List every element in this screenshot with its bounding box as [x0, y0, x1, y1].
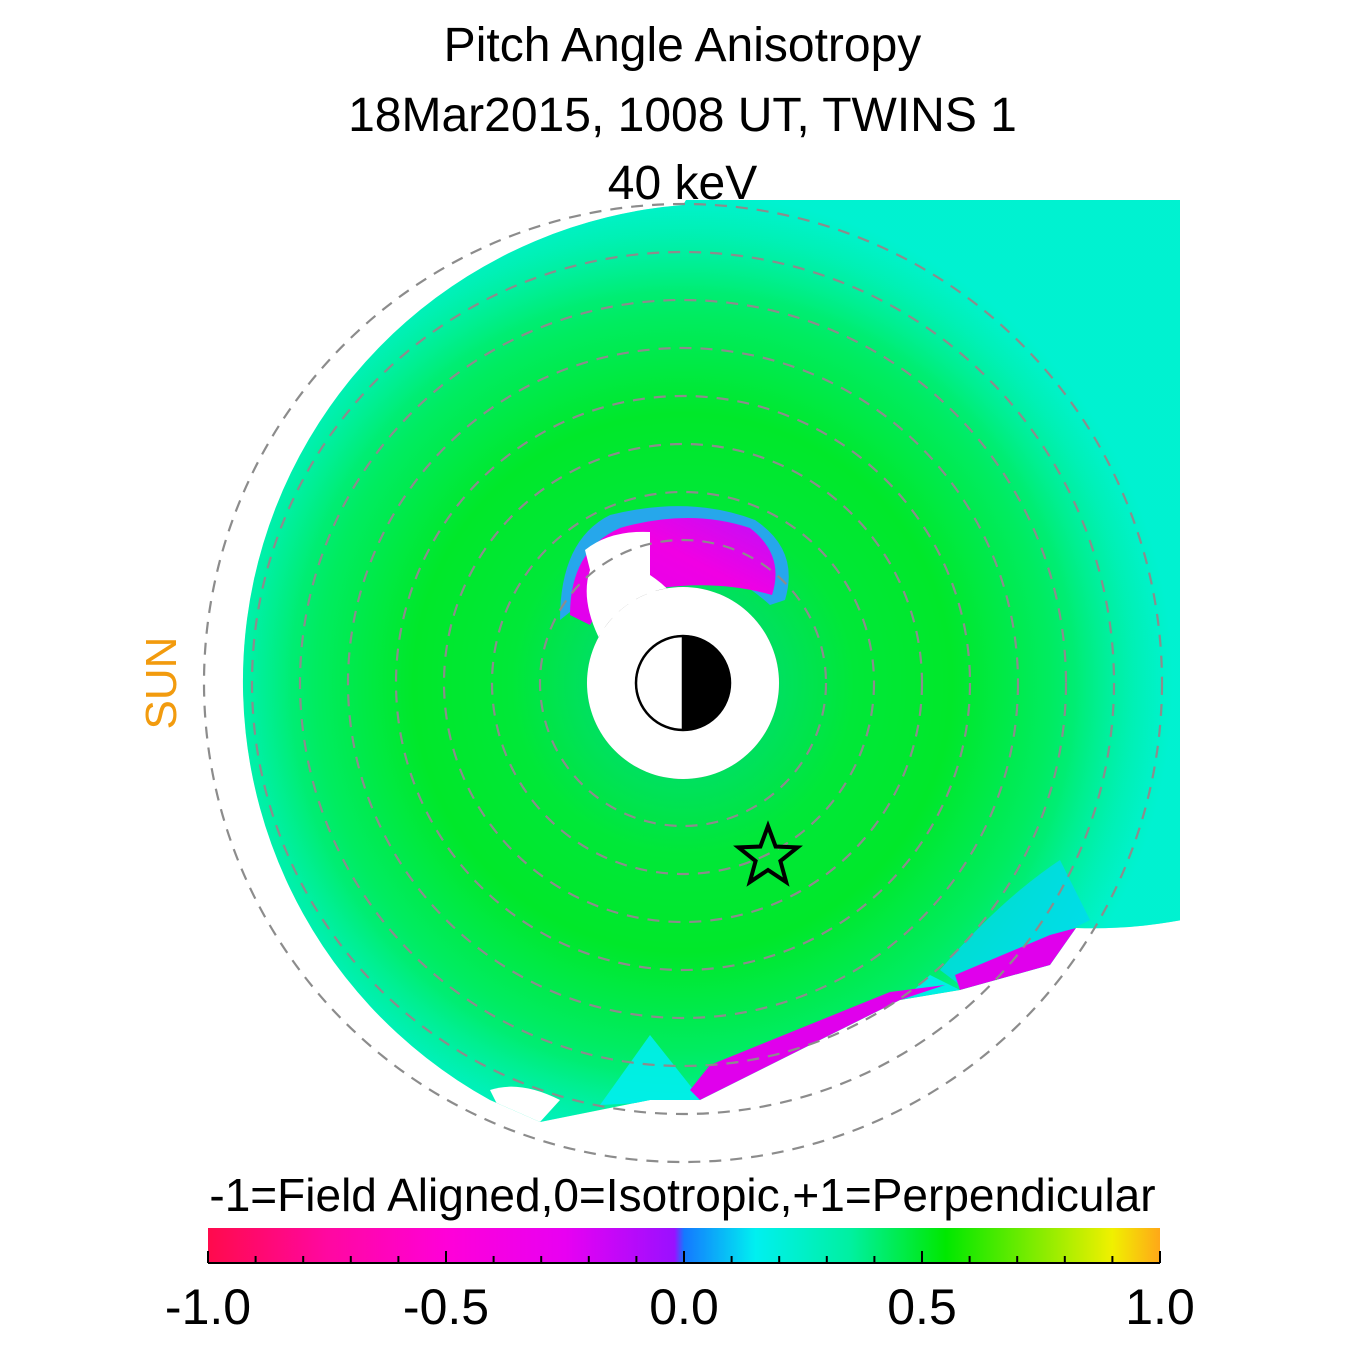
colorbar-title: -1=Field Aligned,0=Isotropic,+1=Perpendi…: [209, 1169, 1156, 1221]
grid-ring: [298, 298, 1068, 1068]
tail-field-aligned-region: [690, 985, 945, 1100]
dusk-field-aligned-region: [955, 928, 1076, 990]
colorbar-ticks: [207, 1251, 1161, 1264]
sun-label: SUN: [137, 636, 186, 730]
grid-ring: [250, 250, 1116, 1116]
chart-subtitle: 18Mar2015, 1008 UT, TWINS 1: [348, 89, 1017, 142]
grid-ring: [490, 490, 876, 876]
colorbar-tick-label: 0.0: [649, 1279, 719, 1335]
grid-ring: [394, 394, 972, 972]
grid-ring: [346, 346, 1020, 1020]
colorbar-tick-label: -1.0: [164, 1279, 252, 1335]
earth-symbol: [634, 634, 732, 732]
grid-ring: [442, 442, 924, 924]
chart-title: Pitch Angle Anisotropy: [443, 19, 922, 72]
duskside-boundary-region: [940, 860, 1090, 985]
colorbar-tick-label: 0.5: [887, 1279, 957, 1335]
colorbar-tick-label: -0.5: [402, 1279, 490, 1335]
star-marker: [733, 820, 803, 887]
grid-ring: [538, 538, 828, 828]
colorbar-tick-label: 1.0: [1125, 1279, 1195, 1335]
grid-ring: [202, 202, 1164, 1164]
tail-data-gap: [490, 1086, 560, 1122]
